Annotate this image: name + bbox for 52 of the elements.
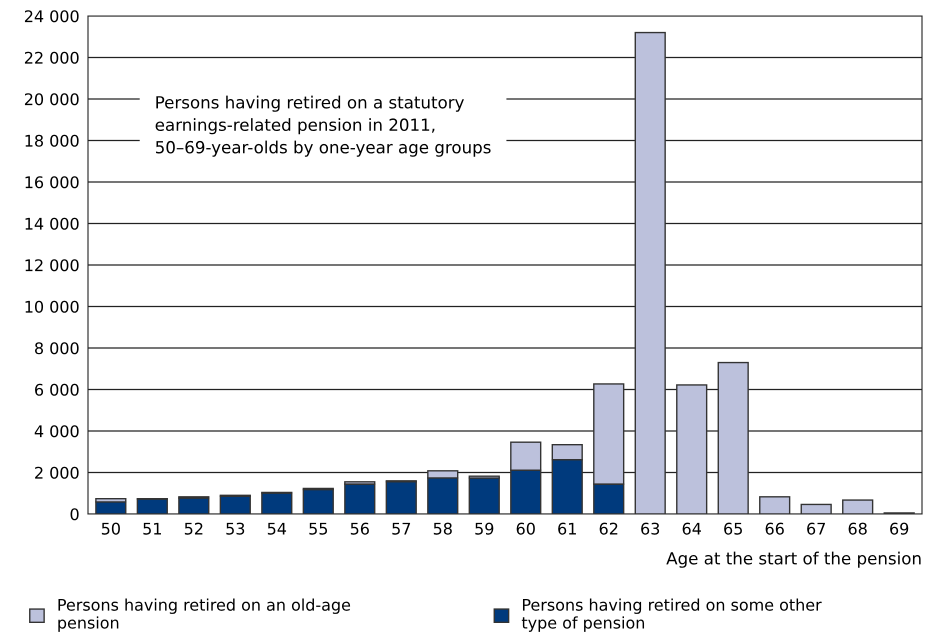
- annotation: Persons having retired on a statutory earnings-related pension in 2011, 50–69-year-olds by one-year age groups: [156, 96, 491, 157]
- bar: [468, 477, 500, 514]
- y-tick-label: 12 000: [26, 259, 79, 272]
- bar: [302, 488, 334, 514]
- bar: [220, 495, 251, 514]
- x-tick-label: 60: [516, 522, 535, 535]
- x-tick-label: 56: [350, 522, 369, 535]
- x-tick-label: 57: [392, 522, 410, 535]
- y-tick-label: 2 000: [35, 466, 79, 479]
- bar: [676, 384, 708, 514]
- x-tick-label: 64: [682, 522, 701, 535]
- y-tick-label: 16 000: [26, 176, 79, 188]
- y-tick-label: 0: [70, 508, 79, 520]
- y-tick-label: 14 000: [26, 218, 79, 230]
- x-tick-label: 50: [102, 522, 120, 535]
- legend-label: Persons having retired on some other type of pension: [522, 598, 822, 632]
- x-tick-label: 59: [475, 522, 494, 535]
- x-axis-title: Age at the start of the pension: [666, 552, 921, 568]
- x-tick-label: 65: [724, 522, 742, 535]
- bar: [718, 362, 749, 514]
- x-tick-label: 63: [641, 522, 660, 535]
- y-tick-label: 20 000: [24, 93, 79, 106]
- bar: [95, 501, 126, 514]
- x-tick-label: 53: [226, 522, 244, 535]
- x-tick-label: 54: [268, 522, 286, 535]
- x-tick-label: 62: [600, 522, 618, 535]
- bar: [344, 483, 376, 514]
- y-tick-label: 8 000: [35, 342, 79, 354]
- bar: [261, 492, 292, 514]
- x-tick-label: 66: [766, 522, 784, 535]
- y-tick-label: 24 000: [24, 10, 79, 22]
- bar: [136, 498, 168, 514]
- y-tick-label: 22 000: [24, 52, 79, 64]
- bar: [759, 496, 790, 514]
- bar: [178, 497, 210, 514]
- bar: [386, 481, 417, 514]
- y-tick-label: 4 000: [34, 425, 79, 438]
- x-tick-label: 55: [309, 522, 328, 535]
- x-tick-label: 61: [558, 522, 576, 535]
- x-tick-label: 68: [848, 522, 867, 535]
- y-tick-label: 6 000: [35, 384, 79, 396]
- bar: [800, 504, 832, 514]
- y-tick-label: 10 000: [26, 300, 79, 313]
- y-tick-label: 18 000: [26, 134, 79, 147]
- legend-label: Persons having retired on an old-age pension: [58, 598, 350, 632]
- x-tick-label: 67: [807, 522, 825, 535]
- bar: [842, 499, 874, 514]
- x-tick-label: 58: [434, 522, 452, 535]
- bar: [634, 32, 666, 514]
- x-tick-label: 52: [184, 522, 202, 535]
- x-tick-label: 69: [890, 522, 908, 535]
- x-tick-label: 51: [143, 522, 161, 535]
